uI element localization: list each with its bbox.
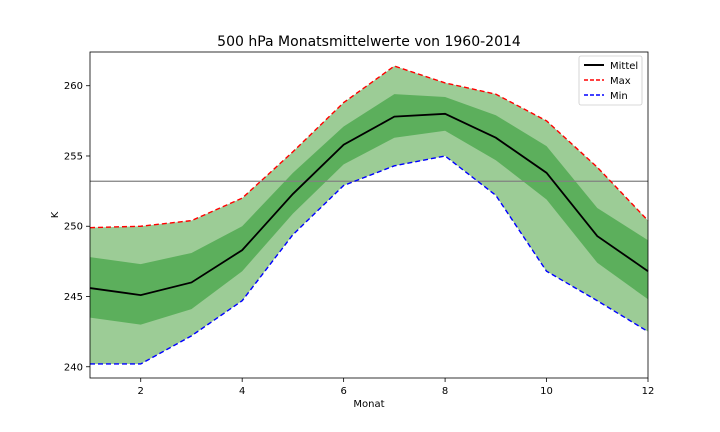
- legend-box: [578, 55, 643, 106]
- x-tick-label: 2: [138, 386, 144, 397]
- x-tick-label: 12: [642, 386, 655, 397]
- x-axis-label: Monat: [353, 399, 384, 410]
- series-layer: [89, 65, 649, 365]
- plot-frame: [89, 51, 649, 379]
- legend: Mittel Max Min: [578, 55, 643, 106]
- x-tick-label: 4: [239, 386, 245, 397]
- legend-label-mittel: Mittel: [610, 61, 638, 72]
- x-axis: 2 4 6 8 10 12: [138, 378, 655, 397]
- y-tick-label: 245: [64, 292, 83, 303]
- y-axis-label: K: [50, 211, 61, 218]
- x-tick-label: 6: [340, 386, 346, 397]
- legend-label-min: Min: [610, 91, 628, 102]
- x-tick-label: 10: [540, 386, 553, 397]
- series-line-mittel: [89, 112, 649, 297]
- y-tick-label: 250: [64, 222, 83, 233]
- bands-layer: [90, 66, 648, 364]
- chart-title: 500 hPa Monatsmittelwerte von 1960-2014: [217, 34, 521, 50]
- series-line-min: [90, 155, 649, 365]
- y-tick-label: 260: [64, 81, 83, 92]
- y-tick-label: 240: [64, 362, 83, 373]
- y-tick-label: 255: [64, 151, 83, 162]
- band-1: [90, 94, 648, 325]
- x-tick-label: 8: [442, 386, 448, 397]
- legend-label-max: Max: [610, 76, 631, 87]
- y-axis: 240 245 250 255 260: [64, 81, 90, 373]
